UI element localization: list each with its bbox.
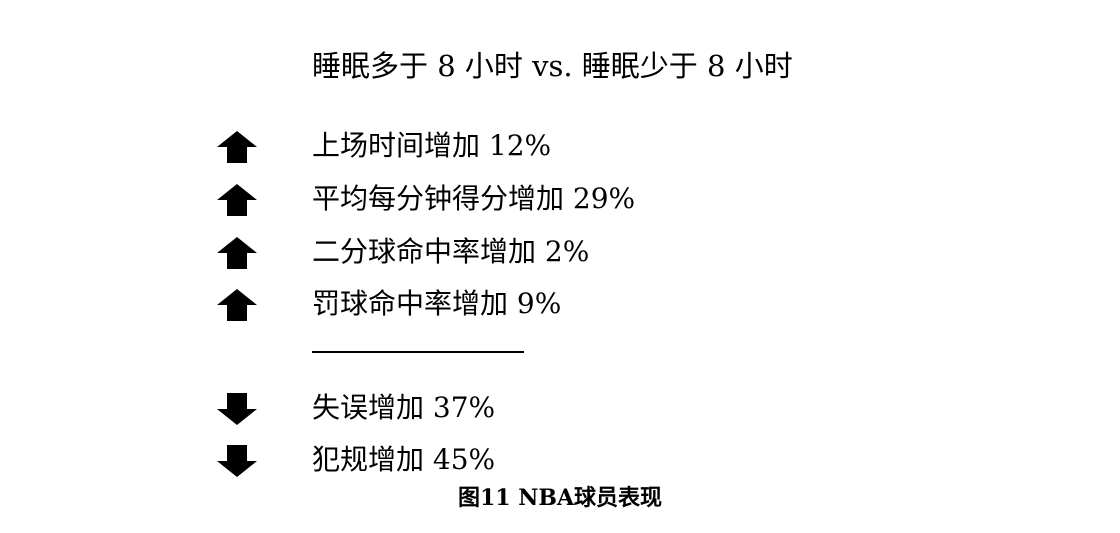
decrease-item: 失误增加 37% [0,388,1120,428]
decrease-item-label: 犯规增加 45% [312,443,496,476]
arrow-up-icon [216,288,258,322]
arrow-down-icon [216,444,258,478]
figure-caption: 图11 NBA球员表现 [457,485,663,511]
arrow-up-icon [216,183,258,217]
increase-item: 上场时间增加 12% [0,126,1120,166]
increase-item-label: 罚球命中率增加 9% [312,287,562,320]
arrow-up-icon [216,236,258,270]
increase-item-label: 上场时间增加 12% [312,129,552,162]
decrease-item-label: 失误增加 37% [312,391,496,424]
increase-item: 二分球命中率增加 2% [0,232,1120,272]
arrow-down-icon [216,392,258,426]
section-divider [312,351,524,353]
increase-item: 罚球命中率增加 9% [0,284,1120,324]
arrow-up-icon [216,130,258,164]
increase-item-label: 平均每分钟得分增加 29% [312,182,636,215]
increase-item-label: 二分球命中率增加 2% [312,235,590,268]
increase-item: 平均每分钟得分增加 29% [0,179,1120,219]
decrease-item: 犯规增加 45% [0,440,1120,480]
comparison-title: 睡眠多于 8 小时 vs. 睡眠少于 8 小时 [312,49,793,83]
